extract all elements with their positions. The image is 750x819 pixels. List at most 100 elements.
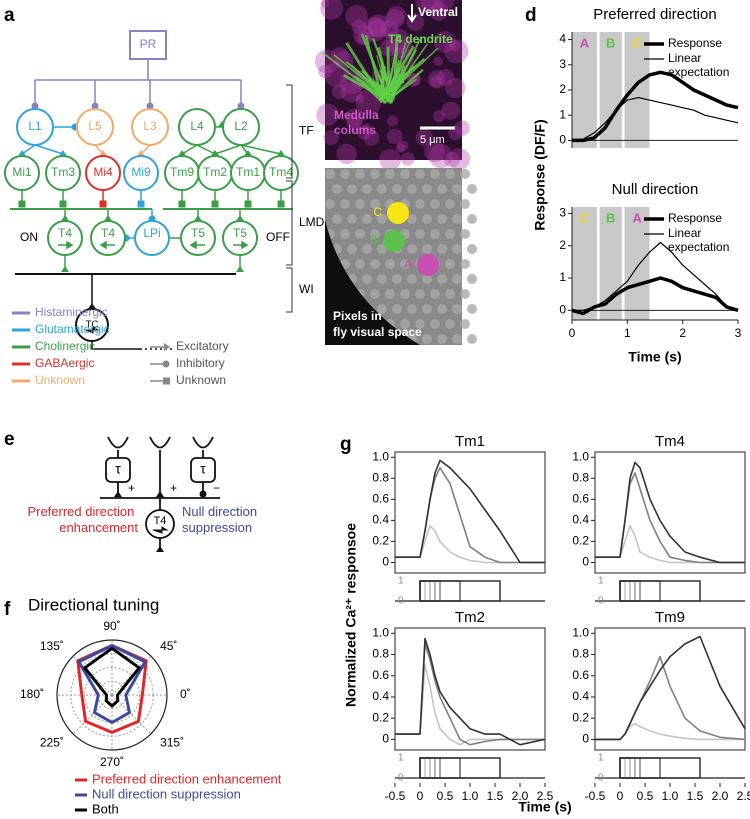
texture <box>355 229 365 239</box>
series-line <box>572 70 739 143</box>
texture <box>386 115 399 127</box>
series-line <box>595 655 746 741</box>
connector <box>240 144 282 155</box>
texture <box>363 129 380 146</box>
y-tick-label: 3 <box>559 206 566 220</box>
texture <box>392 274 402 284</box>
texture <box>370 169 380 179</box>
texture <box>385 169 395 179</box>
texture <box>415 128 433 146</box>
panel-label: g <box>340 434 352 455</box>
stimulus-pulse <box>619 757 636 779</box>
texture <box>347 244 357 254</box>
inhibitory-synapse <box>91 102 99 110</box>
cell-label: T4 <box>101 226 115 240</box>
stimulus-pulse <box>619 580 701 602</box>
inhibitory-synapse <box>31 102 39 110</box>
connector <box>181 144 198 155</box>
tuning-polygon <box>83 646 141 708</box>
cell-label: L3 <box>143 119 157 133</box>
texture <box>415 0 438 14</box>
dendrite <box>379 66 387 101</box>
y-tick-label: 0 <box>559 302 566 316</box>
unknown-synapse <box>244 200 252 208</box>
cell-node <box>222 108 260 146</box>
series-line <box>595 472 745 564</box>
texture <box>400 152 415 166</box>
unknown-synapse <box>18 200 26 208</box>
dendrite <box>389 42 407 104</box>
y-tick-label: 0.6 <box>572 668 589 682</box>
texture <box>362 244 372 254</box>
texture <box>392 184 402 194</box>
texture <box>437 304 447 314</box>
y-tick-label: 0.8 <box>572 647 589 661</box>
texture <box>437 214 447 224</box>
unknown-synapse <box>211 200 219 208</box>
legend-marker <box>163 377 170 385</box>
sign-label: + <box>128 481 135 495</box>
texture <box>357 124 372 140</box>
series-line <box>395 467 545 564</box>
theta-label: 270˚ <box>100 755 124 769</box>
stimulus-label: C <box>632 35 642 50</box>
stimulus-label: A <box>632 210 642 225</box>
texture <box>407 304 417 314</box>
texture <box>355 94 365 103</box>
stimulus-level: 1 <box>398 753 404 764</box>
legend-marker <box>164 343 170 351</box>
dendrite <box>345 41 385 102</box>
texture <box>385 259 395 269</box>
y-axis-title: Response (DF/F) <box>532 119 548 230</box>
chart-title: Null direction <box>612 181 699 198</box>
texture <box>320 0 330 8</box>
cell-label: Tm3 <box>51 165 75 179</box>
excitatory-synapse <box>156 546 164 552</box>
texture <box>385 9 405 29</box>
layer-label: LMD <box>299 215 325 229</box>
x-tick-label: 1.0 <box>662 789 679 803</box>
y-tick-label: 0.2 <box>372 534 389 548</box>
texture <box>336 143 358 165</box>
texture <box>452 244 462 254</box>
y-tick-label: 0.8 <box>572 470 589 484</box>
chart-title: Tm4 <box>655 433 685 450</box>
texture <box>377 274 387 284</box>
texture <box>340 169 350 179</box>
texture <box>387 6 407 25</box>
cell-label: Tm2 <box>203 165 227 179</box>
image-label: 5 μm <box>420 134 445 146</box>
legend-label: Linear expectation <box>668 51 729 79</box>
delay-box <box>190 457 216 483</box>
texture <box>448 148 471 171</box>
texture <box>429 2 449 21</box>
chart-title: Directional tuning <box>28 595 159 614</box>
cell-label: T5 <box>191 226 205 240</box>
texture <box>345 4 368 28</box>
series-line <box>572 241 739 311</box>
texture <box>460 319 470 329</box>
theta-label: 315˚ <box>160 735 184 749</box>
stimulus-label: C <box>580 210 590 225</box>
connector <box>214 144 242 155</box>
x-tick-label: -0.5 <box>385 789 406 803</box>
texture <box>332 214 342 224</box>
texture <box>430 229 440 239</box>
y-tick-label: 0.8 <box>372 647 389 661</box>
stimulus-band <box>599 207 622 320</box>
texture <box>355 169 365 179</box>
texture <box>407 244 417 254</box>
texture <box>415 289 425 299</box>
excitatory-synapse <box>244 150 252 156</box>
plot-frame <box>594 451 746 574</box>
layer-bracket <box>286 84 293 179</box>
excitatory-synapse <box>61 266 69 272</box>
texture <box>467 184 477 194</box>
texture <box>355 259 365 269</box>
texture <box>367 14 391 38</box>
texture <box>449 40 461 52</box>
texture <box>400 169 410 179</box>
cell-node <box>76 108 114 146</box>
texture <box>452 334 462 344</box>
y-tick-label: 0.6 <box>372 492 389 506</box>
